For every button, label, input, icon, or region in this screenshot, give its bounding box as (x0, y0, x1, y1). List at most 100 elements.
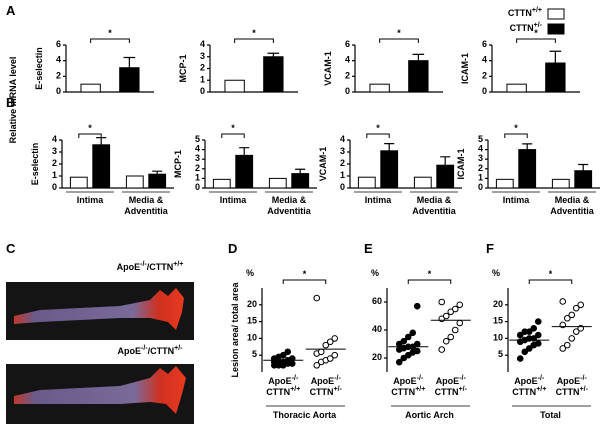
significance-mark: * (514, 123, 518, 133)
text-line: * (534, 28, 538, 38)
text-line: 2 (195, 163, 200, 173)
legend-label: CTTN+/+ (508, 7, 542, 18)
text-part: 4 (482, 55, 487, 65)
y-tick-label: 0 (56, 86, 61, 96)
text-part: 4 (340, 134, 345, 144)
text-line: 4 (195, 144, 200, 154)
y-tick-label: 10 (493, 333, 503, 343)
superscript: +/+ (173, 261, 183, 268)
text-line: Media & (417, 195, 452, 205)
bar (80, 83, 101, 93)
text-line: 5 (195, 134, 200, 144)
text-line: 1 (195, 173, 200, 183)
bar (506, 83, 527, 93)
text-part: A (6, 3, 16, 18)
y-tick-label: 4 (478, 144, 483, 154)
data-point (451, 326, 459, 334)
error-bar (522, 143, 533, 150)
text-line: 4 (482, 55, 487, 65)
bar (92, 144, 111, 189)
x-tick-label: Media & Adventitia (267, 195, 312, 216)
legend-swatch (547, 8, 565, 20)
text-line: 10 (493, 333, 503, 343)
y-tick-label: 0 (340, 182, 345, 192)
text-part: 4 (195, 144, 200, 154)
superscript: -/- (538, 375, 545, 382)
significance-bracket (90, 38, 130, 43)
text-line: * (376, 123, 380, 133)
superscript: -/- (459, 375, 466, 382)
text-line: 3 (200, 51, 205, 61)
text-part: E (364, 241, 373, 256)
text-part: 0 (340, 182, 345, 192)
y-tick-label: 0 (52, 182, 57, 192)
text-part: * (88, 123, 92, 133)
text-line: 15 (493, 316, 503, 326)
text-part: B (6, 95, 15, 110)
data-point (559, 298, 567, 305)
text-part: 5 (478, 134, 483, 144)
significance-mark: * (108, 28, 112, 38)
text-part: Intima (220, 195, 247, 205)
text-part: 20 (247, 299, 257, 309)
data-point (279, 351, 287, 359)
bar (119, 67, 140, 93)
y-axis-label: E-selectin (30, 143, 40, 186)
bar (148, 173, 167, 189)
text-part: % (371, 268, 379, 278)
text-part: 4 (56, 55, 61, 65)
text-part: 3 (478, 154, 483, 164)
bar (357, 176, 376, 189)
x-tick-label: Intima (365, 195, 392, 205)
text-line: 1 (478, 173, 483, 183)
text-line: A (6, 3, 16, 18)
text-line: CTTN+/+ (266, 386, 300, 397)
panel-label: B (6, 95, 15, 110)
text-line: 20 (493, 299, 503, 309)
text-line: 0 (200, 86, 205, 96)
x-tick-label: ApoE-/-CTTN+/- (310, 375, 343, 397)
y-tick-label: 3 (195, 154, 200, 164)
text-part: Adventitia (550, 206, 595, 216)
bar (235, 154, 254, 189)
text-part: 0 (52, 182, 57, 192)
text-line: ApoE-/-/CTTN+/- (118, 345, 184, 356)
text-line: ApoE-/- (311, 375, 342, 386)
text-part: 1 (52, 170, 57, 180)
text-part: 0 (195, 182, 200, 192)
text-part: 0 (482, 86, 487, 96)
text-part: * (231, 123, 235, 133)
y-axis-label: VCAM-1 (323, 51, 333, 86)
text-part: 4 (200, 39, 205, 49)
text-line: Media & (272, 195, 307, 205)
x-tick-label: ApoE-/-CTTN+/- (556, 375, 589, 397)
y-tick-label: 1 (52, 170, 57, 180)
text-part: CTTN (510, 23, 534, 33)
data-point (447, 333, 455, 341)
text-part: 4 (52, 134, 57, 144)
data-point (530, 325, 538, 332)
text-line: * (428, 269, 432, 279)
data-point (525, 345, 533, 352)
significance-bracket (516, 38, 556, 43)
text-part: E-selectin (30, 143, 40, 186)
superscript: +/+ (290, 386, 300, 393)
data-point (516, 355, 524, 362)
text-line: E-selectin (34, 47, 44, 90)
text-part: CTTN (266, 387, 290, 397)
text-line: VCAM-1 (318, 147, 328, 182)
text-line: 10 (247, 333, 257, 343)
data-point (400, 337, 408, 345)
text-line: F (486, 241, 494, 256)
text-part: Relative mRNA level (8, 57, 18, 144)
text-line: * (397, 28, 401, 38)
text-part: ApoE (117, 262, 141, 272)
text-line: % (246, 268, 254, 278)
text-part: CTTN (391, 387, 415, 397)
text-line: % (492, 268, 500, 278)
y-tick-label: 60 (372, 296, 382, 306)
significance-bracket (78, 133, 102, 138)
text-line: * (231, 123, 235, 133)
x-tick-label: ApoE-/-CTTN+/+ (391, 375, 425, 397)
text-part: 3 (200, 51, 205, 61)
